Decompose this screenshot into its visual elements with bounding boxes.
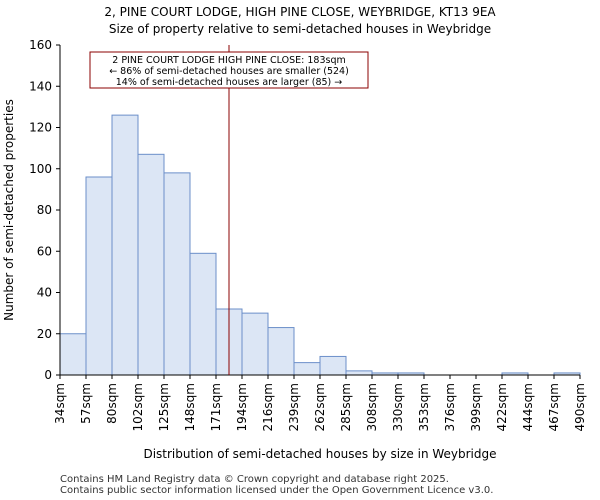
y-tick-label: 40: [37, 286, 52, 300]
x-tick-label: 171sqm: [209, 383, 223, 431]
annotation-line-3: 14% of semi-detached houses are larger (…: [116, 77, 343, 88]
bar-148sqm: [189, 252, 217, 376]
y-tick-label: 20: [37, 327, 52, 341]
x-axis-label: Distribution of semi-detached houses by …: [143, 447, 496, 461]
x-tick-label: 285sqm: [339, 383, 353, 431]
x-tick-label: 308sqm: [365, 383, 379, 431]
chart-subtitle: Size of property relative to semi-detach…: [109, 22, 491, 36]
bars-group: [59, 114, 581, 376]
bar-125sqm: [163, 172, 191, 376]
footer-line-1: Contains HM Land Registry data © Crown c…: [60, 474, 449, 485]
x-tick-label: 330sqm: [391, 383, 405, 431]
footer-line-2: Contains public sector information licen…: [60, 485, 494, 496]
y-tick-label: 120: [29, 121, 52, 135]
y-tick-label: 60: [37, 244, 52, 258]
y-tick-label: 100: [29, 162, 52, 176]
bar-216sqm: [267, 327, 295, 376]
x-axis: 34sqm 57sqm 80sqm 102sqm 125sqm 148sqm 171sqm 1…: [53, 374, 587, 431]
x-tick-label: 194sqm: [235, 383, 249, 431]
annotation-line-1: 2 PINE COURT LODGE HIGH PINE CLOSE: 183s…: [112, 55, 345, 66]
bar-57sqm: [85, 176, 113, 376]
x-tick-label: 148sqm: [183, 383, 197, 431]
x-tick-label: 376sqm: [443, 383, 457, 431]
y-tick-label: 160: [29, 38, 52, 52]
annotation-line-2: ← 86% of semi-detached houses are smalle…: [109, 66, 349, 77]
x-tick-label: 57sqm: [79, 383, 93, 424]
chart-title: 2, PINE COURT LODGE, HIGH PINE CLOSE, WE…: [104, 5, 496, 19]
y-tick-label: 0: [44, 368, 52, 382]
x-tick-label: 34sqm: [53, 383, 67, 424]
x-tick-label: 399sqm: [469, 383, 483, 431]
x-tick-label: 444sqm: [521, 383, 535, 431]
x-tick-label: 239sqm: [287, 383, 301, 431]
annotation-box: 2 PINE COURT LODGE HIGH PINE CLOSE: 183s…: [89, 51, 369, 89]
bar-285sqm: [345, 370, 373, 376]
y-tick-label: 80: [37, 203, 52, 217]
y-axis: 0 20 40 60 80 100 120 140 160: [29, 38, 61, 382]
bar-80sqm: [111, 114, 139, 376]
x-tick-label: 80sqm: [105, 383, 119, 424]
bar-102sqm: [137, 153, 165, 376]
x-tick-label: 422sqm: [495, 383, 509, 431]
y-axis-label: Number of semi-detached properties: [2, 99, 16, 321]
bar-239sqm: [293, 362, 321, 376]
x-tick-label: 125sqm: [157, 383, 171, 431]
x-tick-label: 102sqm: [131, 383, 145, 431]
x-tick-label: 216sqm: [261, 383, 275, 431]
x-tick-label: 490sqm: [573, 383, 587, 431]
bar-262sqm: [319, 355, 347, 376]
x-tick-label: 262sqm: [313, 383, 327, 431]
bar-34sqm: [59, 333, 87, 376]
bar-194sqm: [241, 312, 269, 376]
y-tick-label: 140: [29, 79, 52, 93]
x-tick-label: 467sqm: [547, 383, 561, 431]
x-tick-label: 353sqm: [417, 383, 431, 431]
